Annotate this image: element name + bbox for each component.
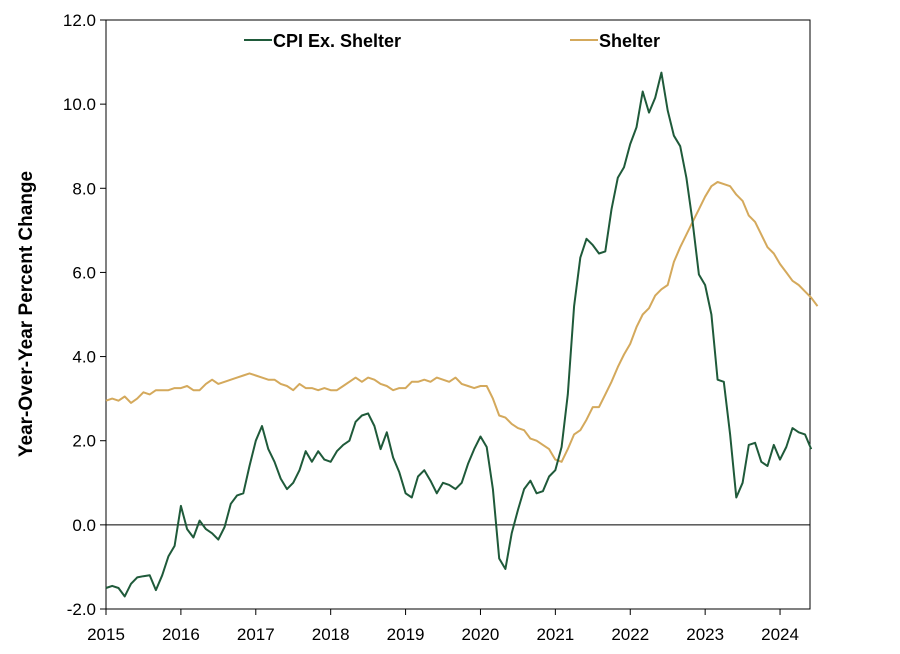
- y-tick-label: 6.0: [72, 263, 96, 282]
- x-tick-label: 2023: [686, 625, 724, 644]
- y-axis: -2.0 0.0 2.0 4.0 6.0 8.0 10.0 12.0: [63, 11, 106, 619]
- x-tick-label: 2015: [87, 625, 125, 644]
- series-line-shelter: [105, 181, 819, 463]
- x-tick-label: 2018: [312, 625, 350, 644]
- x-tick-label: 2017: [237, 625, 275, 644]
- x-axis: 2015 2016 2017 2018 2019 2020 2021 2022 2023 2024: [87, 609, 799, 644]
- x-tick-label: 2016: [162, 625, 200, 644]
- y-tick-label: 12.0: [63, 11, 96, 30]
- y-tick-label: 0.0: [72, 516, 96, 535]
- y-tick-label: 4.0: [72, 348, 96, 367]
- y-tick-label: 10.0: [63, 95, 96, 114]
- x-tick-label: 2024: [761, 625, 799, 644]
- y-tick-label: 2.0: [72, 432, 96, 451]
- x-tick-label: 2020: [462, 625, 500, 644]
- plot-area: [105, 19, 811, 610]
- x-tick-label: 2019: [387, 625, 425, 644]
- y-tick-label: -2.0: [67, 600, 96, 619]
- x-tick-label: 2021: [536, 625, 574, 644]
- legend-label-cpi-ex-shelter: CPI Ex. Shelter: [273, 31, 401, 51]
- x-tick-label: 2022: [611, 625, 649, 644]
- series-line-cpi-ex-shelter: [105, 71, 813, 598]
- y-axis-title: Year-Over-Year Percent Change: [16, 171, 37, 457]
- y-tick-label: 8.0: [72, 179, 96, 198]
- legend-label-shelter: Shelter: [599, 31, 660, 51]
- series-layer: [105, 71, 819, 598]
- legend: CPI Ex. Shelter Shelter: [244, 31, 660, 51]
